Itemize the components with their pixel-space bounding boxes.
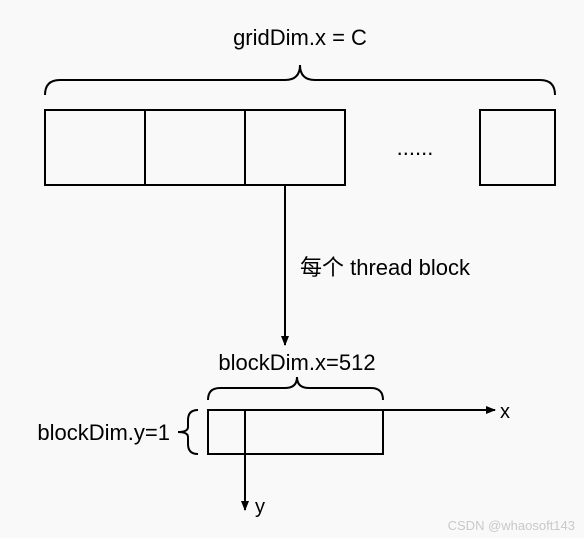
ellipsis-label: ...... [397, 135, 434, 160]
per-block-label: 每个 thread block [300, 255, 471, 280]
block-rect [208, 410, 383, 454]
x-axis-label: x [500, 401, 510, 423]
grid-row [45, 110, 555, 185]
block-dim-y-label: blockDim.y=1 [37, 420, 170, 445]
watermark: CSDN @whaosoft143 [448, 518, 575, 533]
grid-dim-label: gridDim.x = C [233, 25, 367, 50]
grid-brace [45, 65, 555, 95]
block-dim-x-label: blockDim.x=512 [218, 350, 375, 375]
block-brace-left [178, 410, 198, 454]
grid-cell-1 [145, 110, 245, 185]
grid-cell-0 [45, 110, 145, 185]
block-brace-top [208, 377, 383, 400]
grid-cell-last [480, 110, 555, 185]
y-axis-label: y [255, 496, 265, 518]
grid-cell-2 [245, 110, 345, 185]
